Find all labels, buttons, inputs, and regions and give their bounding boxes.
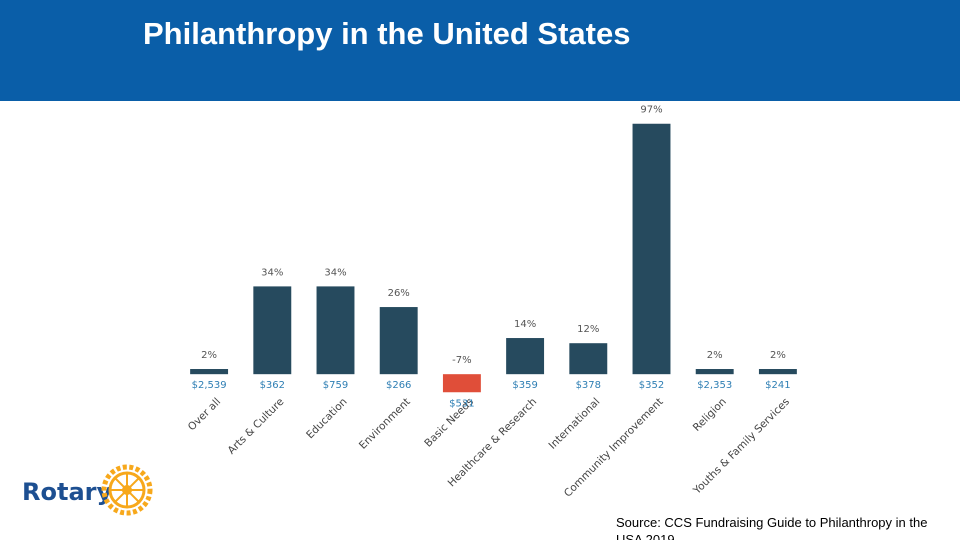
rotary-logo: Rotary [22, 464, 153, 516]
value-label: 14% [514, 319, 536, 330]
x-tick-label: International [547, 396, 603, 452]
bar [569, 343, 608, 375]
value-label: 34% [261, 267, 283, 278]
bar [379, 307, 418, 375]
slide-title: Philanthropy in the United States [143, 16, 631, 51]
logo-spokes [110, 473, 144, 507]
donation-amount: $266 [386, 380, 411, 391]
bar [506, 338, 545, 375]
x-tick-label: Religion [691, 396, 729, 434]
value-label: 2% [201, 350, 217, 361]
donation-amount: $352 [639, 380, 664, 391]
donation-amount: $241 [765, 380, 790, 391]
logo-text: Rotary [22, 478, 112, 506]
donation-amount: $2,539 [192, 380, 227, 391]
value-label: 97% [640, 105, 662, 116]
x-tick-label: Arts & Culture [225, 396, 286, 457]
value-label: -7% [452, 355, 471, 366]
value-label: 26% [388, 288, 410, 299]
logo-gear [101, 464, 153, 516]
bar [758, 369, 797, 375]
x-tick-label: Education [304, 396, 349, 441]
value-label: 12% [577, 324, 599, 335]
source-note: Source: CCS Fundraising Guide to Philant… [616, 515, 928, 540]
x-tick-label: Environment [357, 396, 413, 452]
value-label: 34% [324, 267, 346, 278]
donation-amount: $362 [260, 380, 285, 391]
bar [190, 369, 229, 375]
x-tick-label: Over all [186, 396, 223, 433]
donation-amount: $359 [512, 380, 537, 391]
header-band [0, 0, 960, 101]
bar [253, 286, 292, 375]
bar [695, 369, 734, 375]
value-label: 2% [770, 350, 786, 361]
bar [632, 123, 671, 375]
donation-amount: $378 [576, 380, 601, 391]
bar [442, 374, 481, 393]
donation-amount: $759 [323, 380, 348, 391]
value-label: 2% [707, 350, 723, 361]
donation-amount: $2,353 [697, 380, 732, 391]
donation-amount: $531 [449, 398, 474, 409]
bar [316, 286, 355, 375]
